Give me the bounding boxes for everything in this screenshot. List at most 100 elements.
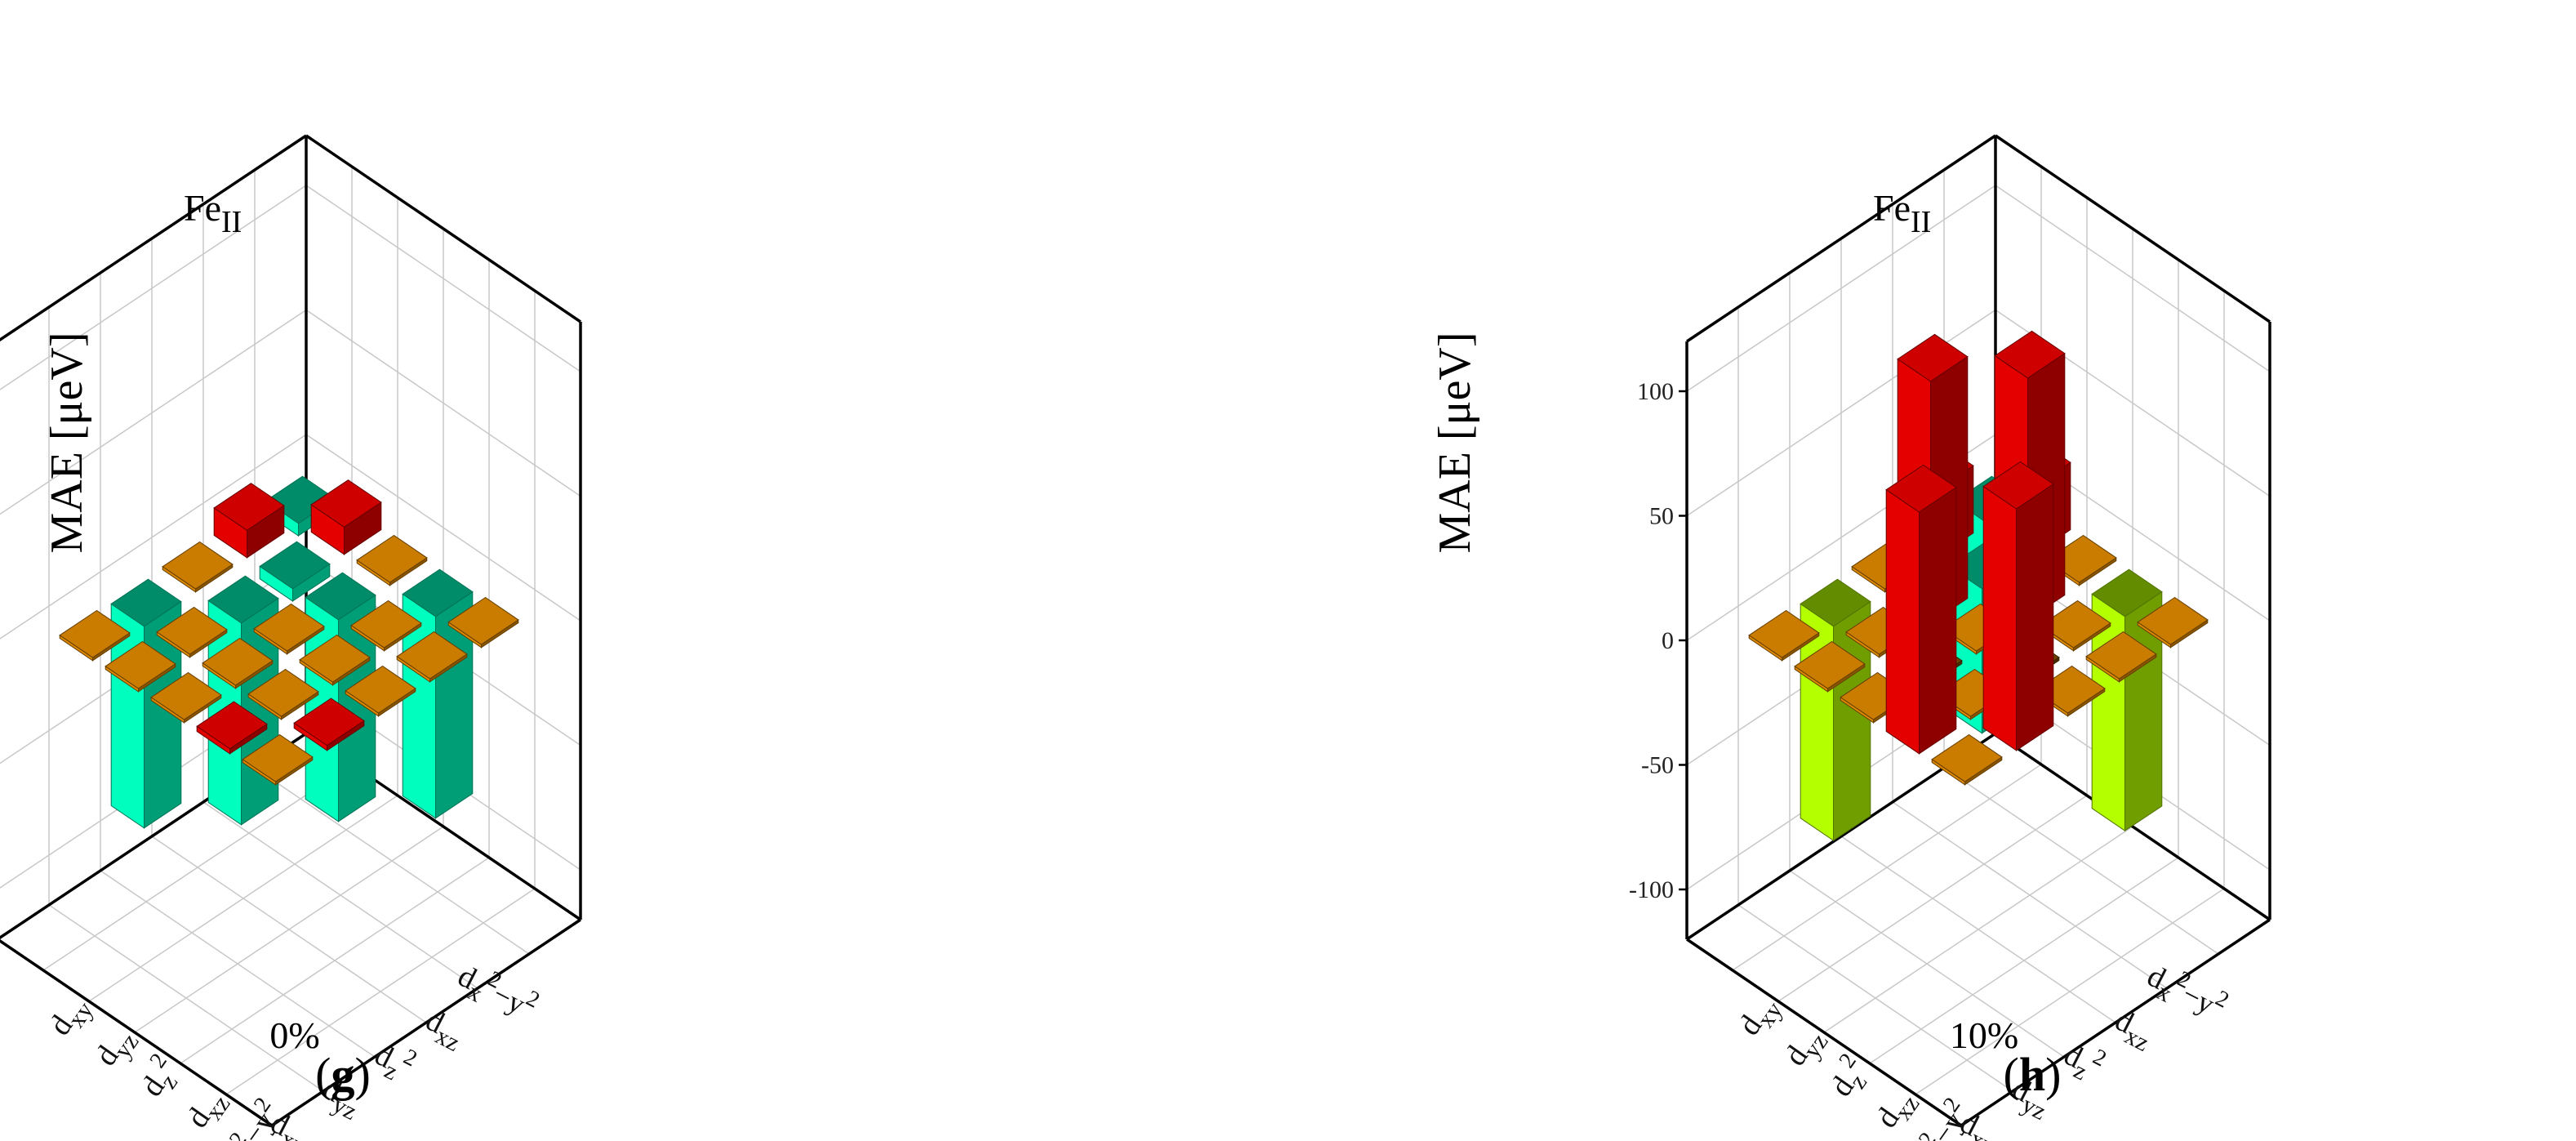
bar-face — [1931, 733, 2003, 782]
bar-dz2-dz2 — [253, 603, 325, 655]
bar-dyz-dxy — [1982, 461, 2054, 751]
bar-dyz-dz2 — [202, 637, 274, 689]
axis2-label: dxy — [1732, 989, 1788, 1045]
bar-dxy-dxy — [1931, 733, 2003, 786]
bar-dxz-dxy — [396, 631, 468, 683]
axis-edge — [305, 134, 581, 323]
axis-edge — [1995, 134, 2271, 323]
axis2-label: dz2 — [1819, 1049, 1879, 1107]
axis-edge — [0, 134, 307, 342]
bar-face — [2091, 568, 2163, 617]
bar-dxy-dz2 — [150, 671, 222, 724]
bar-face — [207, 575, 279, 624]
bar-face — [447, 596, 519, 645]
bar-face — [156, 606, 228, 655]
bar-face — [1885, 488, 1920, 755]
bar-dx2-y2-dyz — [402, 568, 474, 819]
bar-face — [356, 534, 428, 583]
bar-dxy-dyz — [1885, 464, 1957, 755]
bar-face — [402, 568, 474, 617]
bar-face — [1994, 330, 2066, 379]
bar-dyz-dxy — [293, 698, 365, 751]
bar-face — [105, 640, 176, 689]
panel-label: (g) — [315, 1048, 371, 1101]
grid-line — [100, 870, 376, 1058]
bar-dx2-y2-dxy — [2137, 596, 2209, 648]
bar-face — [1897, 333, 1969, 382]
bar-face — [202, 637, 274, 686]
bar-face — [150, 671, 222, 720]
y-tick-label: 100 — [1637, 378, 1674, 405]
axis2-label: dz2 — [130, 1049, 189, 1107]
axis-edge — [1960, 918, 2271, 1127]
y-tick-label: 50 — [1649, 503, 1674, 530]
bar-dxy-dx2-y2 — [1748, 609, 1820, 662]
grid-line — [1737, 904, 2013, 1092]
species-annotation: FeII — [184, 187, 242, 239]
bar-face — [259, 541, 331, 590]
bar-face — [1982, 461, 2054, 510]
bar-dxz-dyz — [350, 599, 422, 652]
bar-face — [1800, 578, 1871, 627]
bar-dz2-dxy — [345, 665, 416, 717]
bar-face — [299, 634, 371, 683]
bar-face — [247, 668, 319, 717]
bar-dxz-dx2-y2 — [213, 483, 285, 559]
axis2-label: dxy — [42, 989, 99, 1045]
bar-dyz-dyz — [247, 668, 319, 720]
axis-edge — [1995, 732, 2271, 921]
bar-dxy-dxz — [1794, 640, 1866, 693]
bar-face — [2085, 631, 2157, 680]
bar-face — [1748, 609, 1820, 658]
bar-dx2-y2-dz2 — [356, 534, 428, 586]
bar-face — [59, 609, 131, 658]
bar-face — [1794, 640, 1866, 689]
axis2-label: dxz — [1869, 1083, 1924, 1138]
bar-dxz-dxy — [2085, 631, 2157, 683]
bar-face — [196, 701, 268, 750]
bar-dxy-dxy — [242, 733, 314, 786]
axis1-label: dz2 — [2056, 1032, 2111, 1091]
grid-line — [0, 683, 581, 889]
grid-line — [1915, 888, 2225, 1095]
axis1-label: dx2−y2 — [450, 954, 544, 1032]
axis-edge — [0, 938, 273, 1127]
grid-line — [134, 826, 444, 1033]
bar-face — [110, 578, 182, 627]
bar-face — [253, 603, 325, 652]
bar-face — [1885, 464, 1957, 513]
bars — [59, 475, 519, 829]
axis2-label: dyz — [1777, 1021, 1833, 1076]
axis2-label: dxz — [180, 1083, 235, 1138]
grid-line — [225, 888, 536, 1095]
y-tick-label: -50 — [1641, 752, 1674, 779]
bar-face — [396, 631, 468, 680]
bar-face — [350, 599, 422, 648]
bar-face — [213, 483, 285, 531]
strain-label: 10% — [1950, 1014, 2018, 1056]
panel-label: (h) — [2004, 1048, 2062, 1101]
grid-line — [1789, 870, 2065, 1058]
grid-line — [1823, 826, 2133, 1033]
bars — [1748, 330, 2209, 842]
axis-edge — [1686, 134, 1996, 343]
bar-dz2-dyz — [299, 634, 371, 686]
bar-dx2-y2-dyz — [2091, 568, 2163, 832]
grid-line — [48, 904, 324, 1092]
y-axis-label: MAE [μeV] — [42, 332, 92, 553]
axis-edge — [1686, 938, 1962, 1127]
bar-dz2-dx2-y2 — [162, 541, 234, 593]
bar-dxy-dxz — [105, 640, 176, 693]
bar-dx2-y2-dxz — [310, 479, 382, 555]
bar-dxy-dyz — [196, 701, 268, 755]
bar-face — [162, 541, 234, 590]
bar-face — [2137, 596, 2209, 645]
bar-dyz-dxz — [156, 606, 228, 658]
y-tick-label: -100 — [1629, 876, 1674, 903]
bar-face — [2016, 483, 2054, 751]
grid-line — [1686, 185, 2271, 392]
bar-face — [293, 698, 365, 747]
